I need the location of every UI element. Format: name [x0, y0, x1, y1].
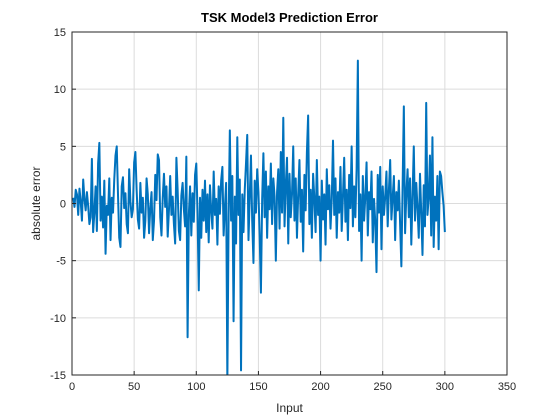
y-axis-label: absolute error [29, 166, 43, 240]
x-tick-label: 0 [69, 381, 75, 393]
x-tick-label: 200 [311, 381, 329, 393]
y-tick-label: 10 [54, 84, 66, 96]
x-tick-label: 50 [128, 381, 140, 393]
y-tick-label: 0 [60, 199, 66, 211]
x-tick-label: 150 [249, 381, 267, 393]
y-tick-label: 15 [54, 27, 66, 39]
chart-title: TSK Model3 Prediction Error [201, 10, 378, 25]
y-tick-label: -15 [50, 370, 66, 382]
data-line [72, 59, 446, 375]
y-tick-label: -10 [50, 313, 66, 325]
y-tick-label: -5 [56, 256, 66, 268]
x-tick-label: 350 [498, 381, 516, 393]
x-tick-label: 100 [187, 381, 205, 393]
y-tick-label: 5 [60, 141, 66, 153]
x-axis-label: Input [276, 401, 303, 415]
x-tick-label: 300 [436, 381, 454, 393]
x-tick-label: 250 [374, 381, 392, 393]
